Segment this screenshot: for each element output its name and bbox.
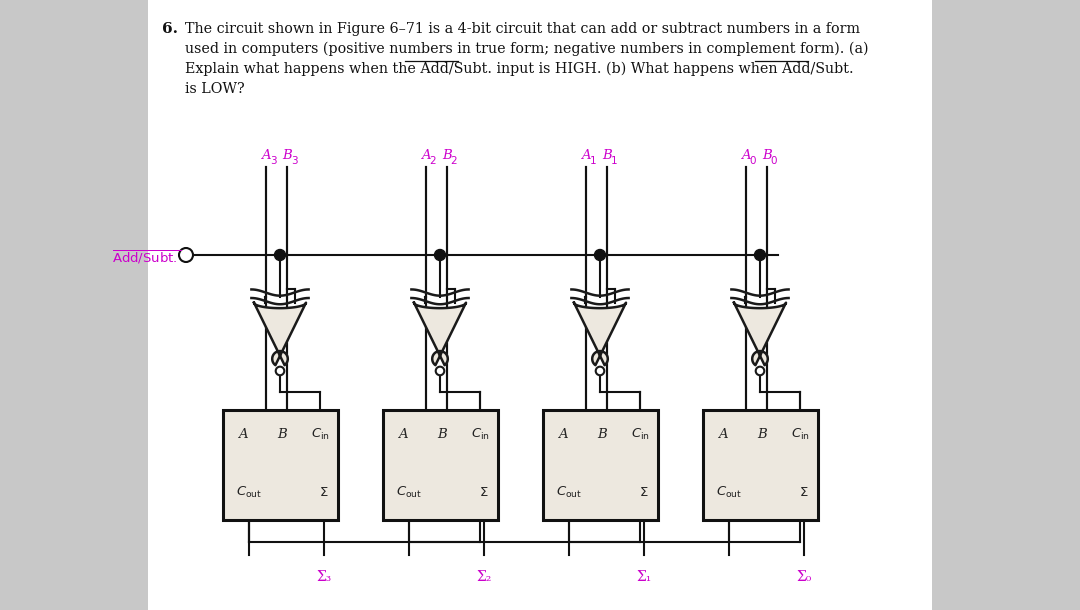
- Text: B: B: [282, 149, 292, 162]
- Text: 2: 2: [430, 156, 436, 166]
- Text: $\Sigma$: $\Sigma$: [639, 486, 648, 499]
- Text: $C_{\mathrm{in}}$: $C_{\mathrm{in}}$: [791, 426, 810, 442]
- Circle shape: [594, 249, 606, 260]
- Text: $C_{\mathrm{out}}$: $C_{\mathrm{out}}$: [235, 485, 262, 500]
- Text: Σ₃: Σ₃: [316, 570, 332, 584]
- Text: $\overline{\rm Add/Subt.}$: $\overline{\rm Add/Subt.}$: [112, 248, 183, 266]
- Text: A: A: [558, 428, 568, 440]
- Text: Σ₀: Σ₀: [796, 570, 811, 584]
- Text: B: B: [437, 428, 447, 440]
- Bar: [542, 410, 658, 520]
- Text: $\Sigma$: $\Sigma$: [319, 486, 328, 499]
- Text: $C_{\mathrm{out}}$: $C_{\mathrm{out}}$: [556, 485, 582, 500]
- Polygon shape: [573, 303, 626, 365]
- Bar: [148, 0, 932, 610]
- Text: 0: 0: [771, 156, 778, 166]
- Text: $\Sigma$: $\Sigma$: [478, 486, 488, 499]
- Text: B: B: [442, 149, 451, 162]
- Text: The circuit shown in Figure 6–71 is a 4-bit circuit that can add or subtract num: The circuit shown in Figure 6–71 is a 4-…: [185, 22, 860, 36]
- Text: Explain what happens when the Add/Subt. input is HIGH. (b) What happens when Add: Explain what happens when the Add/Subt. …: [185, 62, 853, 76]
- Text: A: A: [261, 149, 271, 162]
- Text: $\Sigma$: $\Sigma$: [799, 486, 809, 499]
- Circle shape: [274, 249, 285, 260]
- Text: A: A: [718, 428, 728, 440]
- Text: B: B: [278, 428, 287, 440]
- Polygon shape: [254, 303, 306, 365]
- Text: A: A: [581, 149, 591, 162]
- Text: A: A: [421, 149, 431, 162]
- Circle shape: [435, 367, 444, 375]
- Text: B: B: [603, 149, 612, 162]
- Bar: [702, 410, 818, 520]
- Text: $C_{\mathrm{in}}$: $C_{\mathrm{in}}$: [631, 426, 650, 442]
- Bar: [382, 410, 498, 520]
- Polygon shape: [414, 303, 465, 365]
- Text: $C_{\mathrm{in}}$: $C_{\mathrm{in}}$: [311, 426, 329, 442]
- Text: B: B: [597, 428, 607, 440]
- Text: B: B: [762, 149, 772, 162]
- Text: A: A: [399, 428, 408, 440]
- Text: 3: 3: [291, 156, 297, 166]
- Text: 6.: 6.: [162, 22, 178, 36]
- Text: 2: 2: [450, 156, 457, 166]
- Circle shape: [755, 249, 766, 260]
- Polygon shape: [734, 303, 786, 365]
- Text: A: A: [741, 149, 751, 162]
- Circle shape: [596, 367, 605, 375]
- Bar: [222, 410, 337, 520]
- Text: $C_{\mathrm{out}}$: $C_{\mathrm{out}}$: [716, 485, 742, 500]
- Text: 1: 1: [590, 156, 596, 166]
- Circle shape: [434, 249, 446, 260]
- Text: used in computers (positive numbers in true form; negative numbers in complement: used in computers (positive numbers in t…: [185, 42, 868, 56]
- Circle shape: [179, 248, 193, 262]
- Text: A: A: [239, 428, 248, 440]
- Text: 0: 0: [750, 156, 756, 166]
- Text: $C_{\mathrm{in}}$: $C_{\mathrm{in}}$: [471, 426, 489, 442]
- Text: B: B: [757, 428, 767, 440]
- Text: 3: 3: [270, 156, 276, 166]
- Text: Σ₁: Σ₁: [636, 570, 651, 584]
- Text: is LOW?: is LOW?: [185, 82, 245, 96]
- Text: $C_{\mathrm{out}}$: $C_{\mathrm{out}}$: [395, 485, 422, 500]
- Text: Σ₂: Σ₂: [476, 570, 491, 584]
- Text: 1: 1: [610, 156, 618, 166]
- Circle shape: [275, 367, 284, 375]
- Circle shape: [756, 367, 765, 375]
